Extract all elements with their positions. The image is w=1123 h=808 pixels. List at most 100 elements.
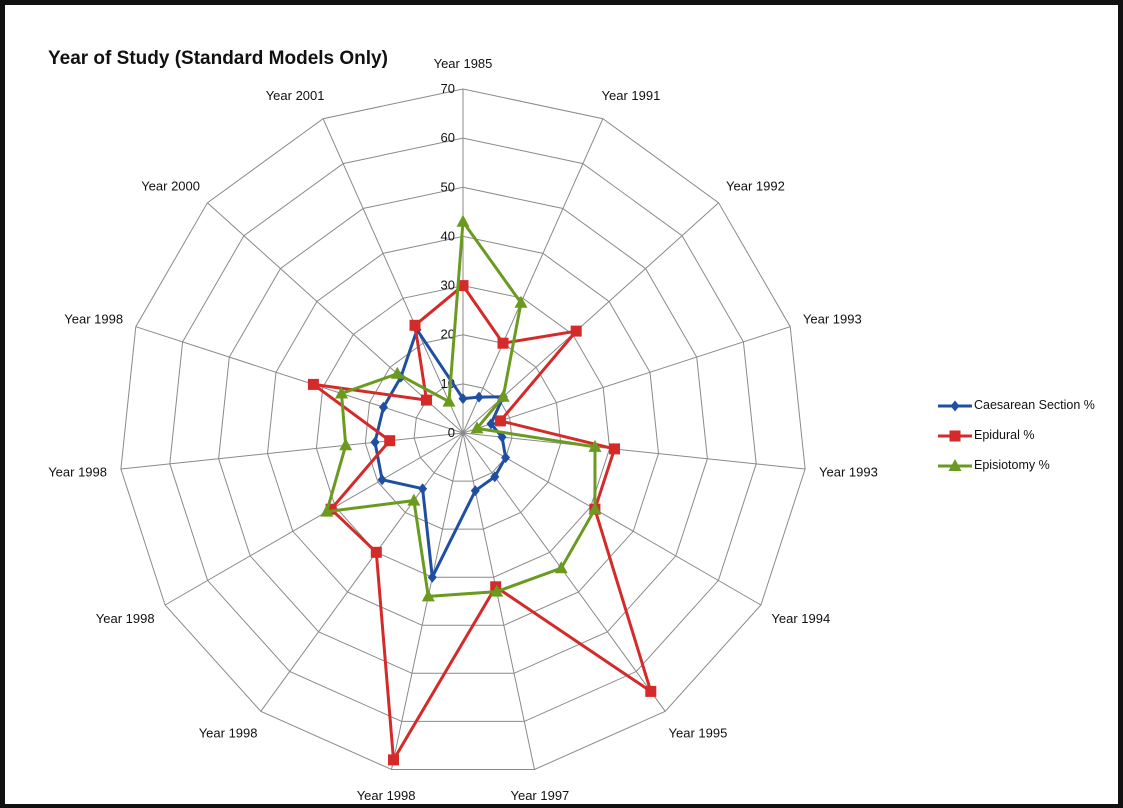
data-point-caesarean-section xyxy=(474,391,484,403)
radial-axis-13 xyxy=(207,202,464,434)
radial-axis-10 xyxy=(164,432,464,606)
tick-label-40: 40 xyxy=(441,228,455,243)
data-point-epidural xyxy=(370,546,382,558)
category-label: Year 1998 xyxy=(199,725,258,740)
category-label: Year 1994 xyxy=(771,611,830,626)
legend-marker-caesarean-section xyxy=(950,400,960,412)
series-episiotomy xyxy=(320,214,602,602)
radial-axis-12 xyxy=(135,326,464,434)
radar-grid xyxy=(120,88,806,770)
series-line-caesarean-section xyxy=(373,326,508,583)
legend-marker-episiotomy xyxy=(948,459,962,471)
grid-ring-60 xyxy=(169,137,757,722)
data-point-epidural xyxy=(494,415,506,427)
legend-swatch-epidural xyxy=(938,430,972,442)
legend-marker-epidural xyxy=(949,430,961,442)
data-point-episiotomy xyxy=(407,493,421,506)
data-point-caesarean-section xyxy=(470,485,480,497)
category-label: Year 1998 xyxy=(357,788,416,803)
data-point-epidural xyxy=(570,325,582,337)
category-label: Year 1997 xyxy=(510,788,569,803)
category-label: Year 1985 xyxy=(434,56,493,71)
data-point-caesarean-section xyxy=(379,401,388,413)
radial-axis-11 xyxy=(120,432,464,470)
tick-label-50: 50 xyxy=(441,179,455,194)
grid-ring-10 xyxy=(413,383,513,482)
data-point-epidural xyxy=(325,503,337,515)
category-label: Year 1998 xyxy=(48,465,107,480)
radial-axis-4 xyxy=(462,432,806,470)
series-line-episiotomy xyxy=(324,217,597,598)
data-point-episiotomy xyxy=(588,439,602,452)
data-point-episiotomy xyxy=(442,394,456,407)
data-point-episiotomy xyxy=(496,389,510,402)
data-point-caesarean-section xyxy=(370,436,380,448)
data-point-epidural xyxy=(388,754,399,766)
tick-label-60: 60 xyxy=(441,130,455,145)
category-label: Year 1995 xyxy=(669,725,728,740)
legend-swatch-caesarean-section xyxy=(938,400,972,412)
grid-ring-40 xyxy=(266,235,660,626)
data-point-epidural xyxy=(384,435,396,447)
legend-label: Epidural % xyxy=(974,428,1035,442)
grid-ring-50 xyxy=(218,186,708,674)
category-label: Year 1998 xyxy=(96,611,155,626)
data-point-epidural xyxy=(421,394,432,406)
legend-label: Caesarean Section % xyxy=(974,398,1095,412)
data-point-epidural xyxy=(457,280,469,292)
data-point-episiotomy xyxy=(470,421,484,434)
category-label: Year 1993 xyxy=(803,312,862,327)
category-label: Year 2001 xyxy=(266,88,325,103)
data-point-caesarean-section xyxy=(377,474,387,486)
data-point-epidural xyxy=(497,337,509,349)
category-label: Year 1992 xyxy=(726,178,785,193)
grid-ring-30 xyxy=(315,285,611,578)
data-point-episiotomy xyxy=(588,502,602,515)
data-point-caesarean-section xyxy=(497,431,507,443)
data-point-epidural xyxy=(609,443,620,455)
legend-swatch-episiotomy xyxy=(938,459,972,471)
data-point-episiotomy xyxy=(490,584,504,597)
data-point-episiotomy xyxy=(554,561,568,574)
data-point-caesarean-section xyxy=(486,418,496,430)
radial-axis-9 xyxy=(260,432,464,712)
data-point-episiotomy xyxy=(514,295,528,308)
data-point-caesarean-section xyxy=(458,393,468,405)
chart-title: Year of Study (Standard Models Only) xyxy=(48,48,388,69)
radial-axis-1 xyxy=(462,118,604,434)
data-point-epidural xyxy=(409,319,421,331)
data-point-episiotomy xyxy=(421,589,435,602)
data-point-episiotomy xyxy=(456,214,470,227)
radial-axis-5 xyxy=(462,432,762,606)
data-point-episiotomy xyxy=(320,504,334,517)
data-point-epidural xyxy=(307,378,319,390)
series-line-epidural xyxy=(312,283,654,765)
tick-label-20: 20 xyxy=(441,327,455,342)
category-label: Year 1991 xyxy=(602,88,661,103)
data-point-episiotomy xyxy=(390,366,404,379)
data-point-caesarean-section xyxy=(490,471,500,483)
tick-label-70: 70 xyxy=(441,81,455,96)
category-label: Year 1993 xyxy=(819,465,878,480)
grid-ring-20 xyxy=(364,334,562,530)
data-point-episiotomy xyxy=(339,438,353,451)
category-label: Year 2000 xyxy=(141,178,200,193)
category-label: Year 1998 xyxy=(64,312,123,327)
radial-axis-14 xyxy=(322,118,464,434)
tick-label-30: 30 xyxy=(441,278,455,293)
series-caesarean-section xyxy=(370,324,511,583)
radial-axis-7 xyxy=(462,432,535,770)
data-point-epidural xyxy=(645,685,657,697)
data-point-caesarean-section xyxy=(427,571,437,583)
data-point-caesarean-section xyxy=(418,483,428,495)
grid-ring-70 xyxy=(120,88,806,770)
data-point-episiotomy xyxy=(335,386,348,399)
tick-label-0: 0 xyxy=(448,425,455,440)
radial-axis-3 xyxy=(462,326,791,434)
data-point-caesarean-section xyxy=(501,452,511,464)
legend-label: Episiotomy % xyxy=(974,458,1050,472)
category-labels: Year 1985 Year 1991 Year 1992 Year 1993 Year… xyxy=(48,56,878,803)
